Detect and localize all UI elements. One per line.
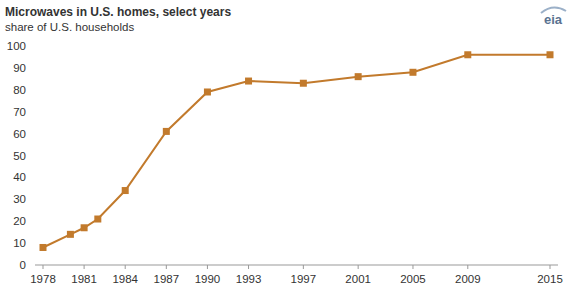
x-tick xyxy=(550,265,551,269)
x-axis-line xyxy=(35,265,558,266)
logo: eia xyxy=(541,7,566,27)
x-tick-label: 2009 xyxy=(455,273,481,285)
title: Microwaves in U.S. homes, select years xyxy=(5,5,231,19)
subtitle: share of U.S. households xyxy=(5,21,134,33)
x-tick xyxy=(358,265,359,269)
marker xyxy=(464,51,471,58)
marker xyxy=(67,231,74,238)
x-tick xyxy=(467,265,468,269)
x-tick-label: 1993 xyxy=(236,273,262,285)
x-tick-label: 1997 xyxy=(291,273,317,285)
x-tick xyxy=(207,265,208,269)
x-tick xyxy=(248,265,249,269)
y-tick-label: 80 xyxy=(13,84,26,96)
x-tick xyxy=(166,265,167,269)
y-tick-label: 10 xyxy=(13,237,26,249)
marker xyxy=(300,80,307,87)
x-tick-label: 1990 xyxy=(195,273,221,285)
marker xyxy=(81,224,88,231)
y-tick-label: 30 xyxy=(13,193,26,205)
y-tick-label: 40 xyxy=(13,171,26,183)
marker xyxy=(547,51,554,58)
x-tick-label: 1987 xyxy=(154,273,180,285)
x-tick xyxy=(303,265,304,269)
x-tick-label: 2001 xyxy=(345,273,371,285)
x-tick-label: 2015 xyxy=(537,273,563,285)
x-tick xyxy=(412,265,413,269)
x-tick-label: 2005 xyxy=(400,273,426,285)
y-tick-label: 70 xyxy=(13,106,26,118)
logo-text: eia xyxy=(544,12,563,27)
plot-area xyxy=(40,51,554,251)
x-tick xyxy=(43,265,44,269)
y-tick-label: 50 xyxy=(13,150,26,162)
marker xyxy=(94,216,101,223)
marker xyxy=(40,244,47,251)
y-tick-label: 100 xyxy=(7,40,26,52)
x-tick xyxy=(84,265,85,269)
y-tick-label: 20 xyxy=(13,215,26,227)
x-tick-label: 1981 xyxy=(71,273,97,285)
x-tick xyxy=(125,265,126,269)
chart: Microwaves in U.S. homes, select years sh… xyxy=(0,0,580,290)
marker xyxy=(204,88,211,95)
x-tick-label: 1984 xyxy=(112,273,138,285)
marker xyxy=(355,73,362,80)
y-tick-label: 90 xyxy=(13,62,26,74)
y-tick-label: 60 xyxy=(13,128,26,140)
x-tick-label: 1978 xyxy=(30,273,56,285)
marker xyxy=(409,69,416,76)
y-tick-label: 0 xyxy=(20,259,26,271)
marker xyxy=(122,187,129,194)
series-line xyxy=(43,55,550,248)
marker xyxy=(163,128,170,135)
marker xyxy=(245,78,252,85)
